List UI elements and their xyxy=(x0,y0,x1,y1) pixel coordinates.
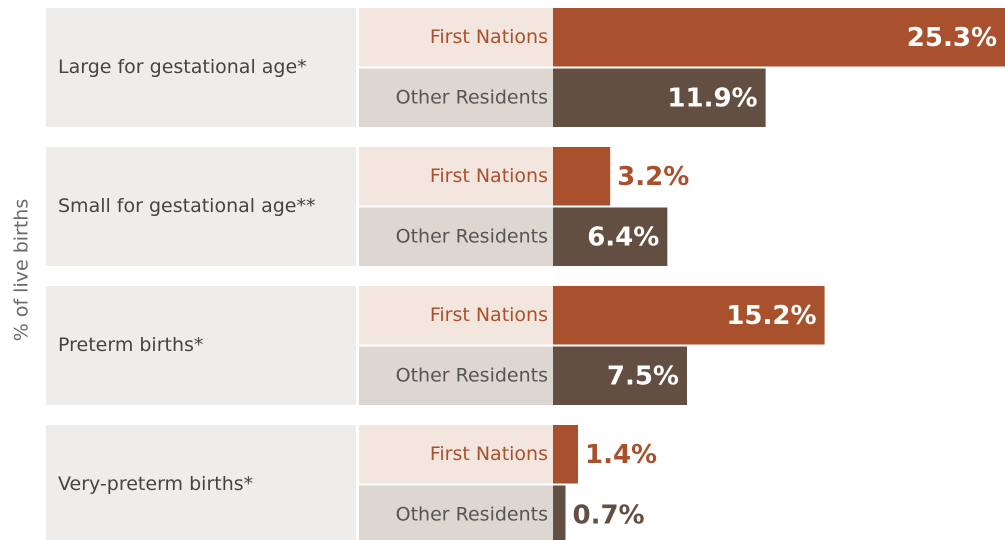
category-label: Preterm births* xyxy=(58,334,203,356)
bar xyxy=(553,207,668,266)
series-label: First Nations xyxy=(430,304,548,326)
value-label: 6.4% xyxy=(587,222,659,252)
category-panel xyxy=(46,147,356,266)
value-label: 3.2% xyxy=(617,162,689,192)
bar xyxy=(553,425,579,484)
series-label-cell xyxy=(359,346,553,405)
category-label: Small for gestational age** xyxy=(58,195,315,217)
bar xyxy=(553,8,1005,67)
value-label: 11.9% xyxy=(667,83,757,113)
category-label: Large for gestational age* xyxy=(58,56,307,78)
value-label: 15.2% xyxy=(726,301,816,331)
category-panel xyxy=(46,286,356,405)
series-label: First Nations xyxy=(430,26,548,48)
category-panel xyxy=(46,8,356,127)
series-label: Other Residents xyxy=(396,86,548,108)
bar xyxy=(553,346,687,405)
series-label: First Nations xyxy=(430,165,548,187)
bar xyxy=(553,68,766,127)
value-label: 0.7% xyxy=(573,500,645,530)
category-panel xyxy=(46,425,356,540)
axis-label: % of live births xyxy=(11,199,33,342)
series-label: Other Residents xyxy=(396,225,548,247)
series-label-cell xyxy=(359,425,553,484)
series-label-cell xyxy=(359,485,553,540)
series-label-cell xyxy=(359,147,553,206)
series-label: First Nations xyxy=(430,443,548,465)
series-label-cell xyxy=(359,8,553,67)
series-label-cell xyxy=(359,207,553,266)
series-label: Other Residents xyxy=(396,364,548,386)
series-label: Other Residents xyxy=(396,503,548,525)
value-label: 25.3% xyxy=(907,23,997,53)
value-label: 7.5% xyxy=(607,361,679,391)
series-label-cell xyxy=(359,68,553,127)
bar xyxy=(553,485,566,540)
category-label: Very-preterm births* xyxy=(58,473,253,495)
series-label-cell xyxy=(359,286,553,345)
bar xyxy=(553,147,611,206)
value-label: 1.4% xyxy=(585,440,657,470)
bar xyxy=(553,286,825,345)
